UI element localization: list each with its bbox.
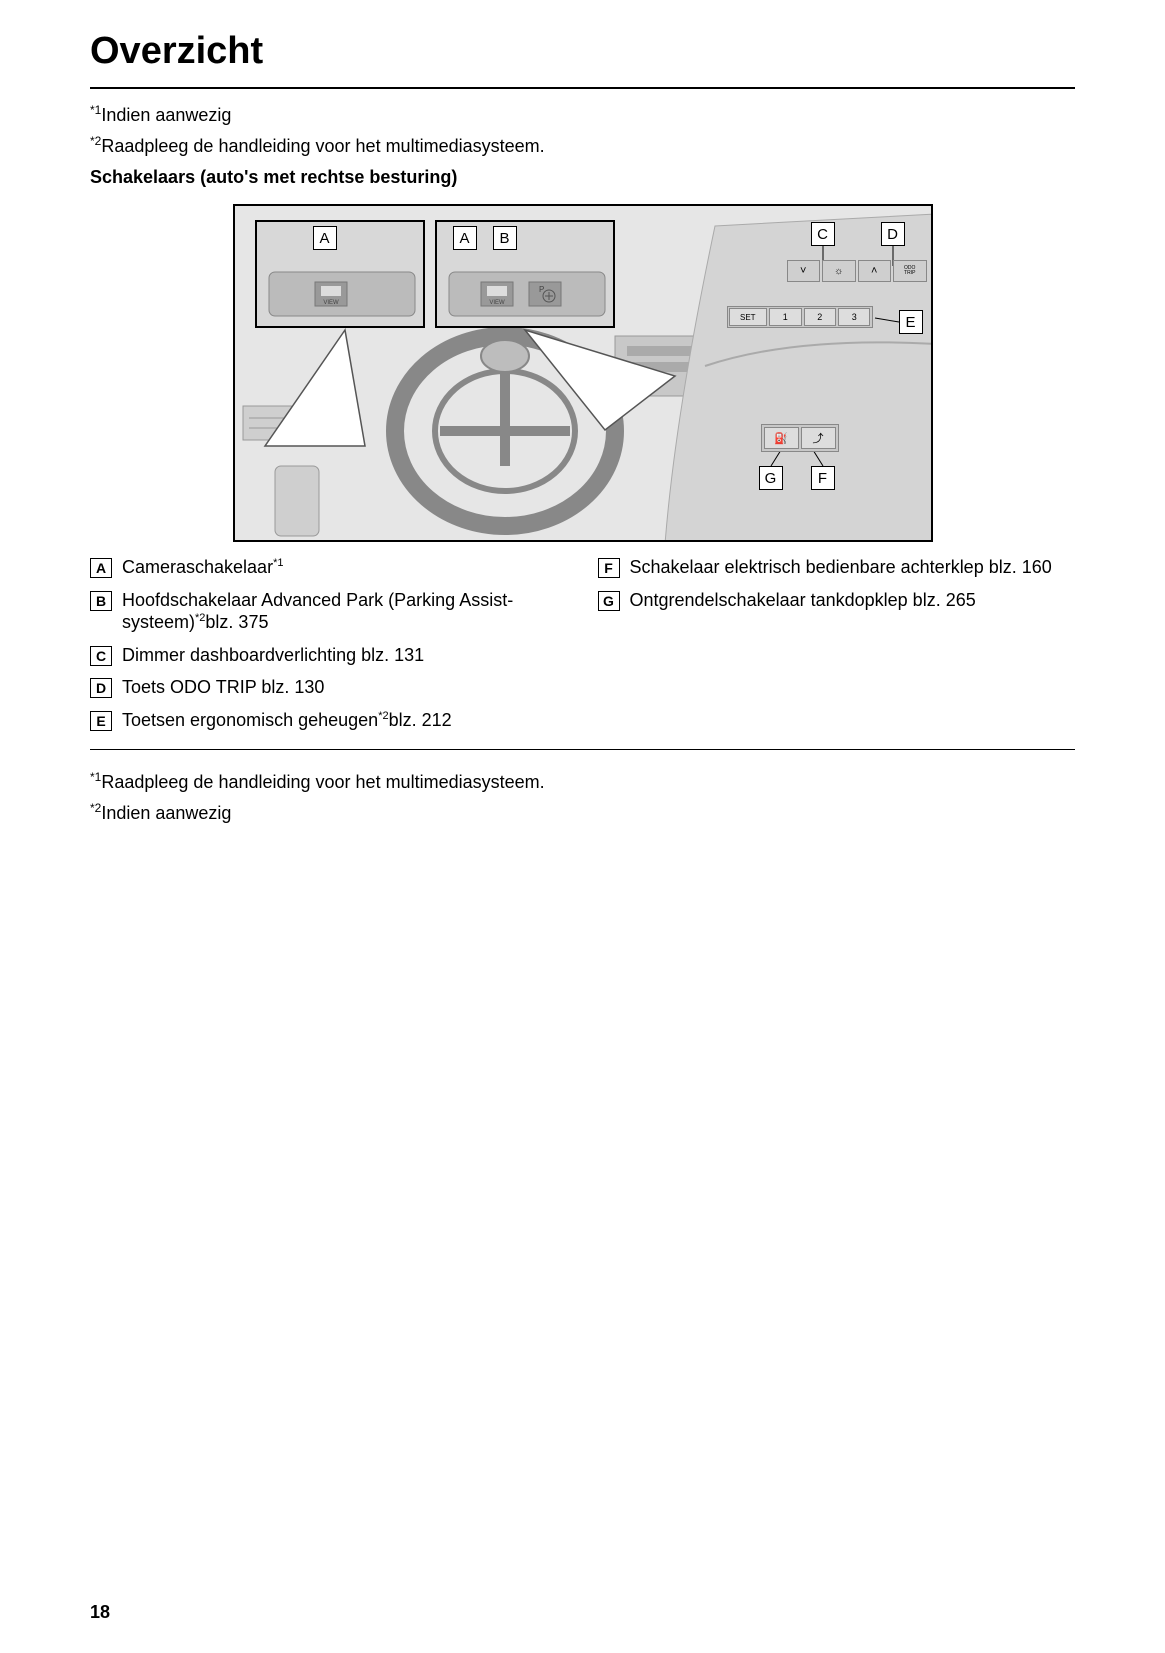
footnote-top-1: *1Indien aanwezig [90, 103, 1075, 126]
callout-B: B [493, 226, 517, 250]
tailgate-btn-icon: ⤴ [801, 427, 836, 449]
page-title: Overzicht [90, 30, 1075, 73]
footnote-marker: *1 [90, 103, 101, 117]
footnote-marker: *2 [90, 134, 101, 148]
dash-btn-down-icon: ˅ [787, 260, 821, 282]
legend-text: Toets ODO TRIP blz. 130 [122, 676, 324, 699]
inset-left: VIEW [255, 220, 425, 328]
legend-row: D Toets ODO TRIP blz. 130 [90, 676, 568, 699]
dash-btn-up-icon: ˄ [858, 260, 892, 282]
footnote-text: Raadpleeg de handleiding voor het multim… [101, 772, 544, 792]
memory-btn-3: 3 [838, 308, 870, 326]
footnote-text: Indien aanwezig [101, 105, 231, 125]
page-number: 18 [90, 1602, 110, 1623]
dash-button-row: ˅ ☼ ˄ ODOTRIP [787, 260, 927, 282]
fuel-door-btn-icon: ⛽ [764, 427, 799, 449]
legend-row: E Toetsen ergonomisch geheugen*2blz. 212 [90, 709, 568, 732]
legend-row: G Ontgrendelschakelaar tankdopklep blz. 2… [598, 589, 1076, 612]
legend-row: F Schakelaar elektrisch bedienbare achter… [598, 556, 1076, 579]
door-button-panel: ⛽ ⤴ [761, 424, 839, 452]
legend-text: Dimmer dashboardverlichting blz. 131 [122, 644, 424, 667]
legend-row: A Cameraschakelaar*1 [90, 556, 568, 579]
section-subtitle: Schakelaars (auto's met rechtse besturin… [90, 167, 1075, 188]
memory-btn-set: SET [729, 308, 768, 326]
footnote-text: Raadpleeg de handleiding voor het multim… [101, 136, 544, 156]
legend-row: C Dimmer dashboardverlichting blz. 131 [90, 644, 568, 667]
callout-D: D [881, 222, 905, 246]
rule-top [90, 87, 1075, 89]
legend-letter: G [598, 591, 620, 611]
inset-left-svg: VIEW [257, 222, 427, 330]
footnote-marker: *1 [90, 770, 101, 784]
footnote-bottom-2: *2Indien aanwezig [90, 801, 1075, 824]
legend-text: Cameraschakelaar*1 [122, 556, 283, 579]
dash-btn-dimmer-icon: ☼ [822, 260, 856, 282]
footnotes-top: *1Indien aanwezig *2Raadpleeg de handlei… [90, 103, 1075, 157]
footnote-top-2: *2Raadpleeg de handleiding voor het mult… [90, 134, 1075, 157]
footnote-marker: *2 [90, 801, 101, 815]
footnote-bottom-1: *1Raadpleeg de handleiding voor het mult… [90, 770, 1075, 793]
legend-text: Hoofdschakelaar Advanced Park (Parking A… [122, 589, 568, 634]
memory-btn-2: 2 [804, 308, 836, 326]
legend-letter: D [90, 678, 112, 698]
legend-letter: E [90, 711, 112, 731]
legend-letter: F [598, 558, 620, 578]
dash-btn-odo: ODOTRIP [893, 260, 927, 282]
callout-G: G [759, 466, 783, 490]
memory-btn-1: 1 [769, 308, 801, 326]
dashboard-diagram: VIEW VIEW P ˅ ☼ ˄ ODOTRIP SET 1 2 3 ⛽ ⤴ … [233, 204, 933, 542]
legend-text: Toetsen ergonomisch geheugen*2blz. 212 [122, 709, 452, 732]
legend-col-left: A Cameraschakelaar*1 B Hoofdschakelaar Adva… [90, 556, 568, 741]
callout-E: E [899, 310, 923, 334]
legend-letter: C [90, 646, 112, 666]
footnotes-bottom: *1Raadpleeg de handleiding voor het mult… [90, 770, 1075, 824]
legend-text: Schakelaar elektrisch bedienbare achterk… [630, 556, 1052, 579]
svg-text:VIEW: VIEW [323, 300, 339, 306]
callout-C: C [811, 222, 835, 246]
callout-A-1: A [313, 226, 337, 250]
legend-row: B Hoofdschakelaar Advanced Park (Parking … [90, 589, 568, 634]
legend-letter: A [90, 558, 112, 578]
memory-button-panel: SET 1 2 3 [727, 306, 873, 328]
legend: A Cameraschakelaar*1 B Hoofdschakelaar Adva… [90, 556, 1075, 750]
callout-F: F [811, 466, 835, 490]
legend-text: Ontgrendelschakelaar tankdopklep blz. 26… [630, 589, 976, 612]
footnote-text: Indien aanwezig [101, 803, 231, 823]
callout-A-2: A [453, 226, 477, 250]
svg-text:VIEW: VIEW [489, 300, 505, 306]
legend-col-right: F Schakelaar elektrisch bedienbare achter… [598, 556, 1076, 741]
legend-letter: B [90, 591, 112, 611]
